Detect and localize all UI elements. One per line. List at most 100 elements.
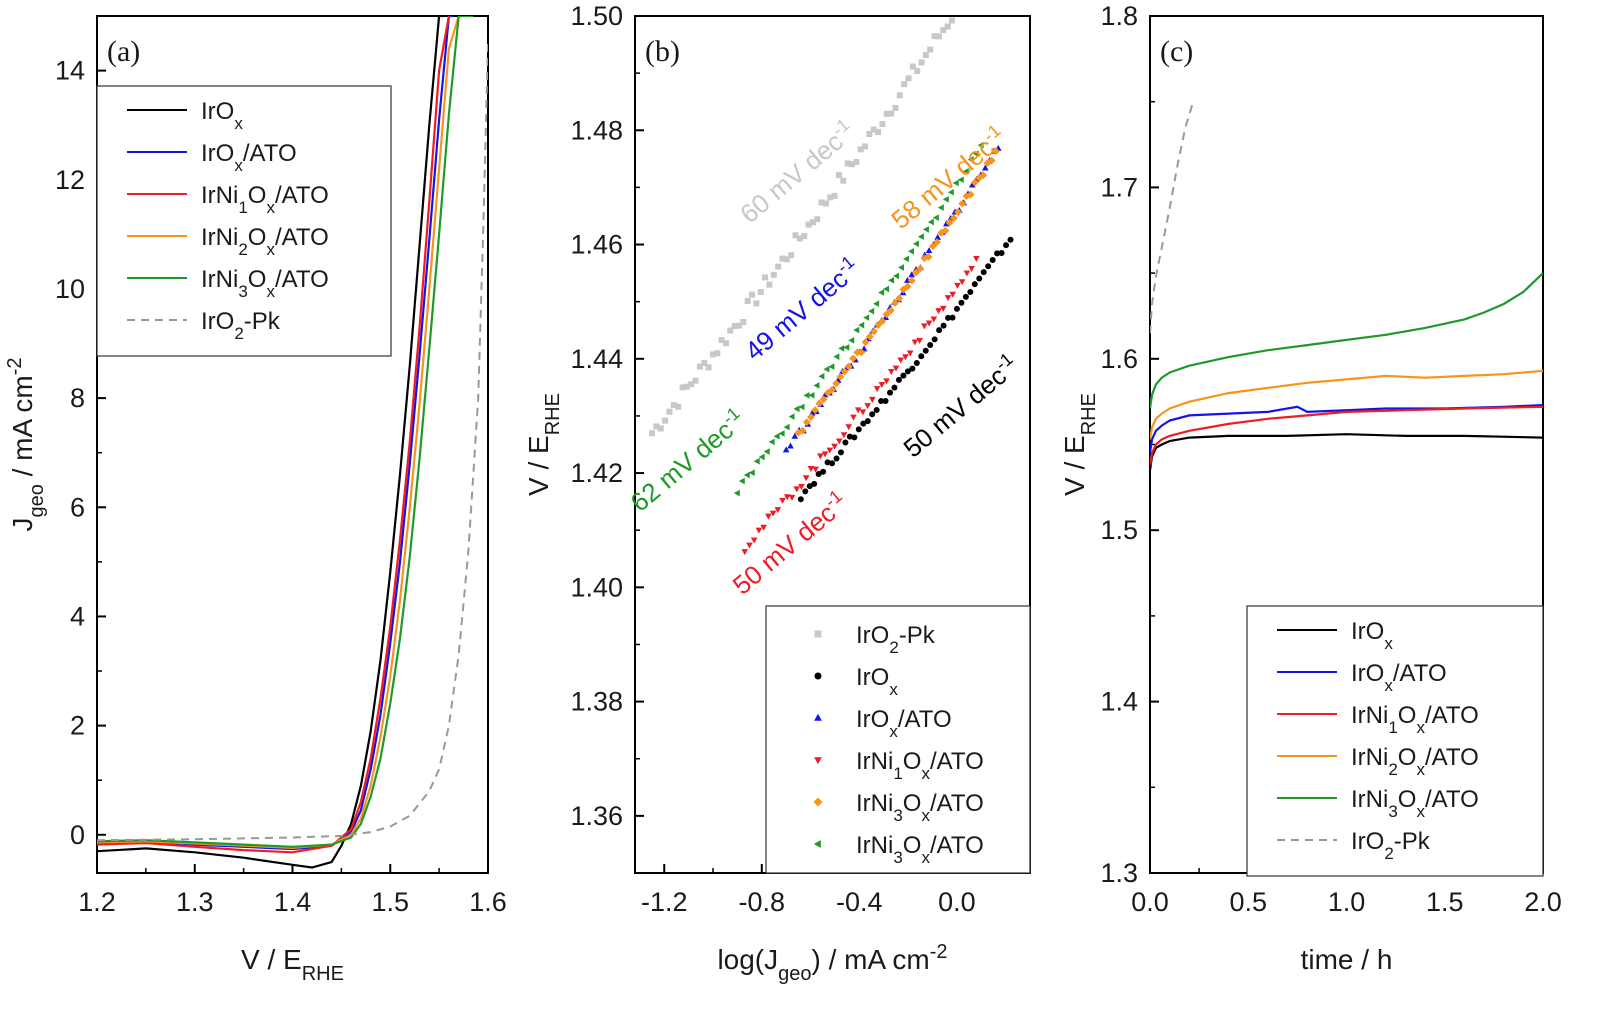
y-tick-label: 1.5 [1100, 515, 1138, 545]
x-tick-label: 1.3 [176, 887, 214, 917]
text-part: x [889, 722, 898, 741]
legend-marker-irni2ox-ato [813, 797, 823, 807]
series-line-irni2ox-ato [1150, 369, 1543, 440]
data-point-irox [797, 496, 804, 503]
data-point-irni3ox-ato [838, 345, 845, 352]
data-point-irni1ox-ato [859, 409, 867, 416]
data-point-irni2ox-ato [991, 147, 1000, 156]
data-point-irox [882, 398, 889, 405]
x-axis-title-sup: -2 [930, 941, 948, 963]
data-point-irni1ox-ato [802, 475, 810, 482]
data-point-iro2-pk [709, 351, 716, 358]
data-point-irni3ox-ato [932, 214, 939, 221]
data-point-irni2ox-ato [865, 332, 874, 341]
data-point-irni2ox-ato [987, 156, 996, 165]
annotation-text: 60 mV dec [734, 126, 849, 229]
data-point-irox [931, 336, 938, 343]
data-point-irni3ox-ato [833, 353, 840, 360]
data-point-iro2-pk [805, 221, 812, 228]
data-point-irox [864, 418, 871, 425]
data-point-irni1ox-ato [765, 513, 772, 520]
text-part: -Pk [899, 622, 936, 649]
series-line-irni1ox-ato [97, 16, 450, 854]
data-point-irni2ox-ato [802, 418, 811, 427]
data-point-iro2-pk [653, 423, 660, 430]
legend-box [1246, 605, 1544, 877]
legend-label-irni1ox-ato: IrNi1Ox/ATO [201, 182, 329, 217]
x-tick-label: 2.0 [1524, 887, 1562, 917]
data-point-iro2-pk [827, 194, 834, 201]
text-part: IrNi [201, 224, 238, 251]
legend-label-iro2-pk: IrO2-Pk [1351, 828, 1431, 863]
data-point-irox [878, 397, 885, 404]
legend-label-irni3ox-ato: IrNi3Ox/ATO [856, 832, 984, 867]
data-point-iro2-pk [683, 383, 690, 390]
data-point-irni1ox-ato [954, 282, 961, 289]
scatter-group [649, 17, 1014, 556]
text-part: IrNi [856, 790, 893, 817]
legend-label-irni1ox-ato: IrNi1Ox/ATO [1351, 702, 1479, 737]
data-point-iro2-pk [809, 219, 816, 226]
data-point-irni1ox-ato [831, 443, 838, 450]
annotation-text: 50 mV dec [727, 498, 842, 601]
data-point-irni1ox-ato [944, 295, 952, 302]
data-point-irni3ox-ato [947, 188, 954, 196]
data-point-irox-ato [925, 247, 933, 254]
data-point-irni3ox-ato [828, 363, 835, 370]
legend-marker-irni3ox-ato [813, 840, 821, 848]
data-point-iro2-pk [705, 364, 712, 371]
legend: IrO2-PkIrOxIrOx/ATOIrNi1Ox/ATOIrNi3Ox/AT… [765, 605, 1031, 874]
text-part: 2 [234, 324, 243, 343]
data-point-irni1ox-ato [779, 497, 786, 504]
data-point-irni2ox-ato [975, 174, 983, 182]
text-part: /ATO [275, 224, 329, 251]
text-part: /ATO [243, 140, 297, 167]
text-part: 3 [1388, 802, 1397, 821]
data-point-irox [936, 327, 943, 334]
data-point-iro2-pk [670, 402, 677, 409]
text-part: /ATO [930, 832, 984, 859]
data-point-irni2ox-ato [828, 385, 836, 394]
text-part: x [234, 156, 243, 175]
y-tick-label: 1.40 [570, 572, 623, 602]
y-tick-label: 2 [70, 711, 85, 741]
data-point-irni1ox-ato [949, 291, 957, 298]
data-point-irni1ox-ato [892, 365, 900, 372]
text-part: IrNi [201, 266, 238, 293]
data-point-irox [833, 455, 840, 462]
data-point-iro2-pk [718, 337, 725, 344]
text-part: O [1398, 786, 1417, 813]
data-point-irox [958, 299, 965, 306]
text-part: x [889, 680, 898, 699]
y-tick-label: 1.42 [570, 458, 623, 488]
data-point-irni1ox-ato [935, 308, 942, 315]
slope-annotation-irox: 50 mV dec-1 [896, 349, 1024, 464]
panel-a-current-vs-potential: 1.2 1.3 1.4 1.5 1.602468101214(a)IrOxIrOx/AT… [4, 15, 507, 985]
y-axis-title-sub: geo [26, 484, 48, 517]
data-point-irni2ox-ato [832, 379, 841, 388]
data-point-iro2-pk [762, 274, 769, 281]
data-point-irni2ox-ato [840, 367, 849, 376]
data-point-iro2-pk [866, 131, 873, 138]
data-point-irni1ox-ato [878, 381, 886, 388]
data-point-irni1ox-ato [845, 424, 853, 431]
data-point-irox [811, 480, 818, 487]
data-point-iro2-pk [857, 146, 864, 153]
data-point-irni3ox-ato [878, 289, 885, 296]
data-point-irni3ox-ato [853, 326, 860, 334]
data-point-irox-ato [943, 220, 950, 227]
data-point-iro2-pk [766, 281, 773, 288]
y-axis-title: Jgeo / mA cm-2 [4, 357, 48, 531]
data-point-irni1ox-ato [883, 378, 890, 385]
annotation-text: 58 mV dec [885, 132, 1000, 235]
data-point-iro2-pk [879, 121, 886, 128]
data-point-irni1ox-ato [840, 432, 848, 439]
data-point-irni1ox-ato [939, 305, 947, 312]
data-point-irni1ox-ato [817, 453, 824, 460]
data-point-irni1ox-ato [911, 339, 919, 346]
data-point-irni2ox-ato [870, 327, 878, 336]
data-point-iro2-pk [892, 104, 899, 111]
data-point-irni3ox-ato [922, 226, 929, 233]
legend-label-irox: IrOx [856, 664, 898, 699]
data-point-irni2ox-ato [949, 214, 958, 223]
